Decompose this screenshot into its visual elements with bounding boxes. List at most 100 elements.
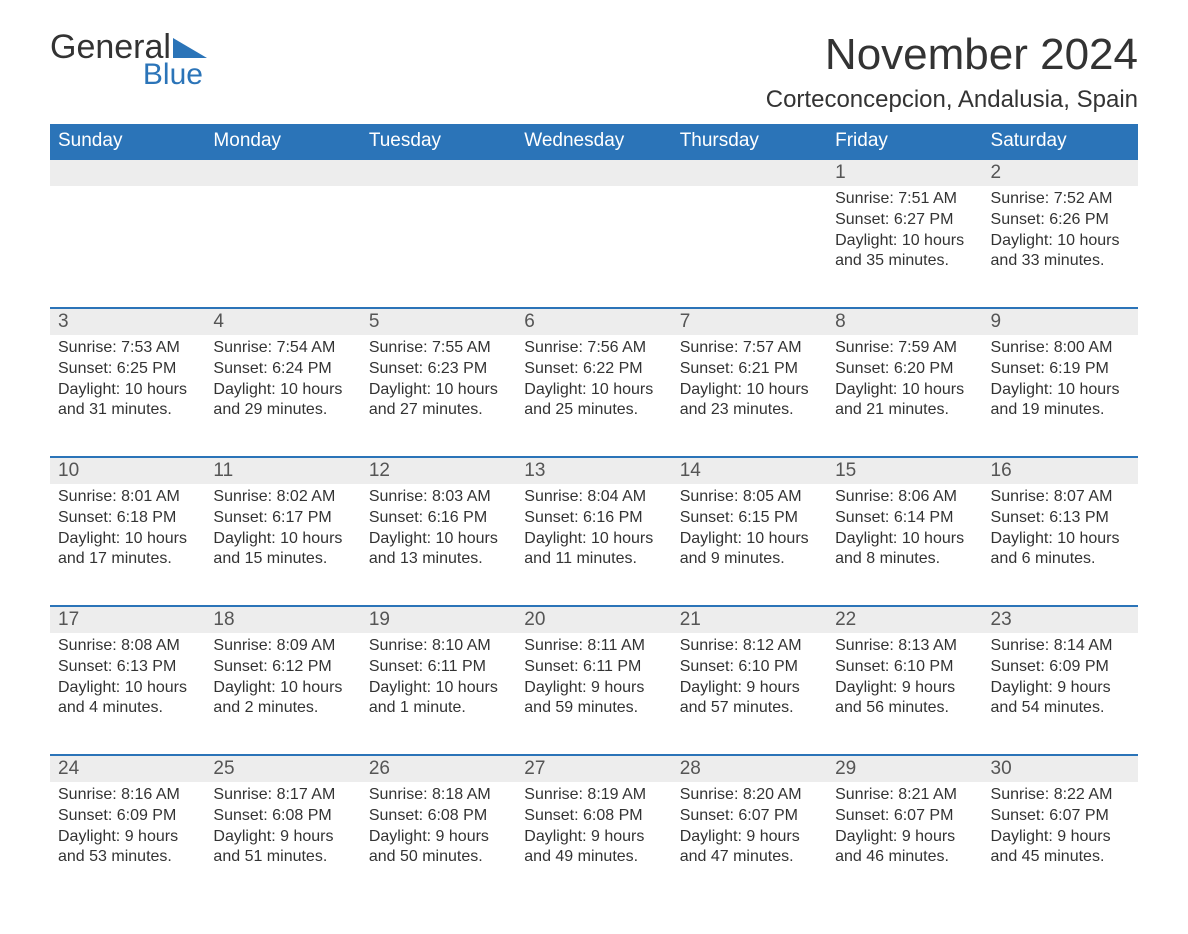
sunrise-line: Sunrise: 8:10 AM	[369, 636, 508, 657]
daylight-line: Daylight: 10 hours and 15 minutes.	[213, 529, 352, 571]
day-number-cell: 22	[827, 606, 982, 633]
day-info-cell: Sunrise: 7:52 AMSunset: 6:26 PMDaylight:…	[983, 186, 1138, 308]
day-info: Sunrise: 8:10 AMSunset: 6:11 PMDaylight:…	[361, 633, 516, 723]
sunrise-line: Sunrise: 7:53 AM	[58, 338, 197, 359]
sunrise-line: Sunrise: 7:54 AM	[213, 338, 352, 359]
daylight-line-label: Daylight:	[524, 828, 586, 845]
sunrise-line-label: Sunrise:	[58, 488, 117, 505]
day-info: Sunrise: 7:51 AMSunset: 6:27 PMDaylight:…	[827, 186, 982, 276]
day-info-cell: Sunrise: 8:08 AMSunset: 6:13 PMDaylight:…	[50, 633, 205, 755]
day-info: Sunrise: 8:21 AMSunset: 6:07 PMDaylight:…	[827, 782, 982, 872]
sunset-line-value: 6:17 PM	[272, 509, 332, 526]
sunset-line-value: 6:08 PM	[428, 807, 488, 824]
sunrise-line-value: 8:22 AM	[1054, 786, 1113, 803]
sunset-line-value: 6:20 PM	[894, 360, 954, 377]
day-info-cell: Sunrise: 7:54 AMSunset: 6:24 PMDaylight:…	[205, 335, 360, 457]
sunset-line-label: Sunset:	[369, 360, 423, 377]
sunset-line: Sunset: 6:10 PM	[835, 657, 974, 678]
sunset-line: Sunset: 6:27 PM	[835, 210, 974, 231]
day-number-cell: 24	[50, 755, 205, 782]
daylight-line: Daylight: 10 hours and 19 minutes.	[991, 380, 1130, 422]
sunrise-line: Sunrise: 8:17 AM	[213, 785, 352, 806]
sunset-line-value: 6:24 PM	[272, 360, 332, 377]
sunset-line-label: Sunset:	[524, 807, 578, 824]
day-info: Sunrise: 8:14 AMSunset: 6:09 PMDaylight:…	[983, 633, 1138, 723]
sunset-line-label: Sunset:	[58, 509, 112, 526]
sunset-line: Sunset: 6:08 PM	[524, 806, 663, 827]
sunset-line-label: Sunset:	[213, 807, 267, 824]
sunset-line-label: Sunset:	[58, 807, 112, 824]
sunset-line: Sunset: 6:09 PM	[58, 806, 197, 827]
daylight-line: Daylight: 10 hours and 1 minute.	[369, 678, 508, 720]
day-number-cell	[672, 159, 827, 186]
weekday-header: Saturday	[983, 124, 1138, 159]
sunrise-line-value: 8:05 AM	[743, 488, 802, 505]
daylight-line-label: Daylight:	[369, 530, 431, 547]
daylight-line-label: Daylight:	[835, 679, 897, 696]
sunset-line-label: Sunset:	[991, 211, 1045, 228]
daylight-line-label: Daylight:	[991, 828, 1053, 845]
sunset-line-value: 6:23 PM	[428, 360, 488, 377]
daylight-line-label: Daylight:	[835, 828, 897, 845]
sunrise-line-label: Sunrise:	[213, 637, 272, 654]
sunrise-line: Sunrise: 8:07 AM	[991, 487, 1130, 508]
sunset-line: Sunset: 6:07 PM	[835, 806, 974, 827]
sunset-line: Sunset: 6:16 PM	[524, 508, 663, 529]
sunrise-line-value: 7:52 AM	[1054, 190, 1113, 207]
weekday-header: Monday	[205, 124, 360, 159]
sunset-line-label: Sunset:	[835, 211, 889, 228]
day-info-cell: Sunrise: 8:11 AMSunset: 6:11 PMDaylight:…	[516, 633, 671, 755]
day-info: Sunrise: 7:57 AMSunset: 6:21 PMDaylight:…	[672, 335, 827, 425]
day-number: 18	[213, 609, 234, 630]
sunrise-line: Sunrise: 8:09 AM	[213, 636, 352, 657]
day-info: Sunrise: 8:19 AMSunset: 6:08 PMDaylight:…	[516, 782, 671, 872]
daylight-line-label: Daylight:	[680, 381, 742, 398]
daylight-line: Daylight: 9 hours and 50 minutes.	[369, 827, 508, 869]
sunrise-line-label: Sunrise:	[58, 637, 117, 654]
sunset-line-label: Sunset:	[991, 807, 1045, 824]
sunset-line: Sunset: 6:13 PM	[991, 508, 1130, 529]
day-info-cell: Sunrise: 8:20 AMSunset: 6:07 PMDaylight:…	[672, 782, 827, 904]
day-info-row: Sunrise: 8:16 AMSunset: 6:09 PMDaylight:…	[50, 782, 1138, 904]
sunset-line: Sunset: 6:16 PM	[369, 508, 508, 529]
sunrise-line-value: 8:17 AM	[277, 786, 336, 803]
sunset-line-label: Sunset:	[991, 509, 1045, 526]
daylight-line: Daylight: 10 hours and 23 minutes.	[680, 380, 819, 422]
day-info-cell: Sunrise: 8:22 AM Sunset: 6:07 PM Daylight:…	[983, 782, 1138, 904]
day-number-cell	[516, 159, 671, 186]
sunset-line-label: Sunset:	[835, 509, 889, 526]
sunrise-line-value: 8:01 AM	[121, 488, 180, 505]
daylight-line-label: Daylight:	[680, 679, 742, 696]
sunset-line: Sunset: 6:14 PM	[835, 508, 974, 529]
daylight-line: Daylight: 9 hours and 59 minutes.	[524, 678, 663, 720]
day-info-row: Sunrise: 7:51 AMSunset: 6:27 PMDaylight:…	[50, 186, 1138, 308]
daylight-line-label: Daylight:	[213, 828, 275, 845]
daylight-line: Daylight: 10 hours and 35 minutes.	[835, 231, 974, 273]
page-title: November 2024	[766, 30, 1138, 80]
daylight-line: Daylight: 10 hours and 8 minutes.	[835, 529, 974, 571]
day-info: Sunrise: 7:54 AMSunset: 6:24 PMDaylight:…	[205, 335, 360, 425]
daylight-line: Daylight: 9 hours and 54 minutes.	[991, 678, 1130, 720]
sunset-line-value: 6:22 PM	[583, 360, 643, 377]
day-info: Sunrise: 8:17 AMSunset: 6:08 PMDaylight:…	[205, 782, 360, 872]
sunset-line: Sunset: 6:23 PM	[369, 359, 508, 380]
day-number: 29	[835, 758, 856, 779]
calendar-table: SundayMondayTuesdayWednesdayThursdayFrid…	[50, 124, 1138, 904]
sunrise-line-label: Sunrise:	[991, 786, 1050, 803]
sunset-line-label: Sunset:	[369, 509, 423, 526]
day-info: Sunrise: 8:13 AMSunset: 6:10 PMDaylight:…	[827, 633, 982, 723]
sunset-line-value: 6:07 PM	[1049, 807, 1109, 824]
sunset-line: Sunset: 6:11 PM	[524, 657, 663, 678]
day-info: Sunrise: 7:53 AMSunset: 6:25 PMDaylight:…	[50, 335, 205, 425]
sunrise-line: Sunrise: 8:05 AM	[680, 487, 819, 508]
sunrise-line-value: 8:14 AM	[1054, 637, 1113, 654]
daylight-line-label: Daylight:	[524, 530, 586, 547]
day-info: Sunrise: 8:22 AM Sunset: 6:07 PM Daylight:…	[983, 782, 1138, 872]
day-info-cell: Sunrise: 8:21 AMSunset: 6:07 PMDaylight:…	[827, 782, 982, 904]
day-number: 8	[835, 311, 846, 332]
sunset-line-label: Sunset:	[991, 360, 1045, 377]
sunrise-line-value: 8:06 AM	[898, 488, 957, 505]
sunrise-line-value: 8:12 AM	[743, 637, 802, 654]
daylight-line: Daylight: 9 hours and 47 minutes.	[680, 827, 819, 869]
sunset-line-label: Sunset:	[369, 807, 423, 824]
